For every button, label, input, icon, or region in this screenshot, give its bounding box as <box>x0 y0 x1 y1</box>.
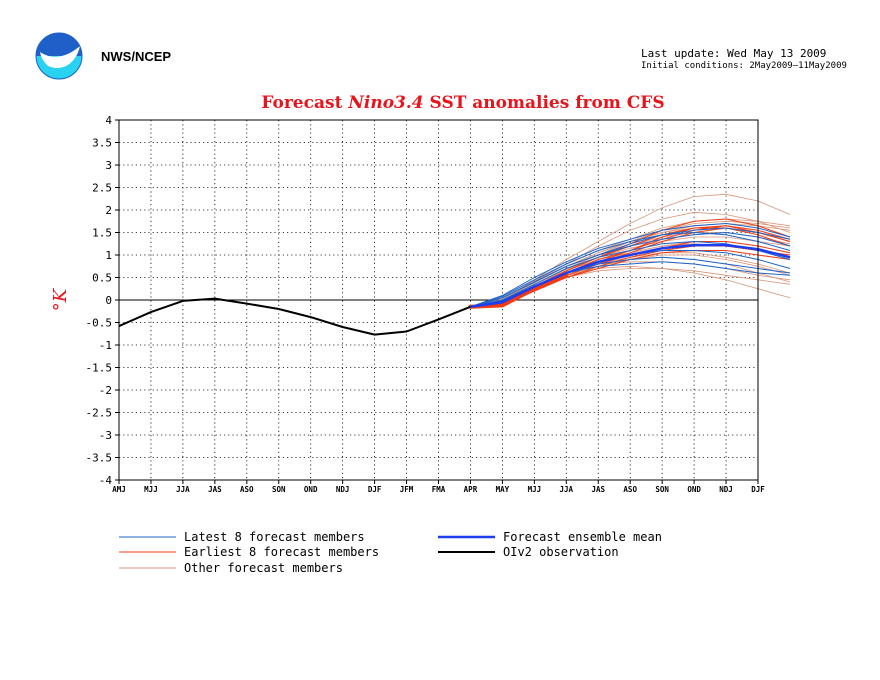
x-tick-label: APR <box>464 485 478 494</box>
initial-conditions-label: Initial conditions: 2May2009–11May2009 <box>641 61 847 71</box>
x-tick-label: FMA <box>432 485 446 494</box>
chart-title: Forecast Nino3.4 SST anomalies from CFS <box>261 93 664 113</box>
x-tick-label: DJF <box>368 485 382 494</box>
x-tick-label: OND <box>304 485 318 494</box>
y-tick-label: -1 <box>99 339 112 352</box>
x-tick-label: JFM <box>400 485 414 494</box>
y-tick-label: 0.5 <box>92 272 112 285</box>
y-tick-label: -0.5 <box>86 317 113 330</box>
x-tick-label: MAY <box>496 485 510 494</box>
y-tick-label: 1 <box>105 249 112 262</box>
x-tick-label: JAS <box>591 485 605 494</box>
last-update-label: Last update: Wed May 13 2009 <box>641 47 826 60</box>
legend-label-observation: OIv2 observation <box>503 545 619 559</box>
x-tick-label: NDJ <box>336 485 350 494</box>
noaa-logo-icon <box>35 32 83 80</box>
ensemble-mean-line <box>470 243 791 309</box>
org-label: NWS/NCEP <box>101 49 171 64</box>
x-tick-label: SON <box>272 485 286 494</box>
x-tick-label: AMJ <box>112 485 126 494</box>
legend: Latest 8 forecast members Earliest 8 for… <box>119 530 662 575</box>
y-tick-label: -4 <box>99 474 113 487</box>
y-tick-label: 3.5 <box>92 137 112 150</box>
y-tick-label: -2 <box>99 384 112 397</box>
observation-line <box>118 297 471 336</box>
y-tick-label: 3 <box>105 159 112 172</box>
x-tick-label: JJA <box>560 485 574 494</box>
x-tick-label: MJJ <box>528 485 542 494</box>
legend-label-other: Other forecast members <box>184 561 343 575</box>
y-tick-label: -1.5 <box>86 362 113 375</box>
legend-label-earliest: Earliest 8 forecast members <box>184 545 379 559</box>
x-axis: AMJ MJJ JJA JAS ASO SON OND NDJ DJF JFM FMA APR MAY M… <box>112 480 765 494</box>
earliest-member-bundle <box>468 273 569 309</box>
y-tick-label: 1.5 <box>92 227 112 240</box>
y-tick-label: -3.5 <box>86 452 113 465</box>
legend-label-latest: Latest 8 forecast members <box>184 530 365 544</box>
legend-label-mean: Forecast ensemble mean <box>503 530 662 544</box>
x-tick-label: ASO <box>623 485 637 494</box>
plot-frame <box>118 119 759 481</box>
latest-member-line <box>470 227 791 308</box>
ensemble-mean-series <box>470 243 791 309</box>
x-tick-label: JJA <box>176 485 190 494</box>
x-tick-label: DJF <box>751 485 765 494</box>
y-tick-label: 2.5 <box>92 182 112 195</box>
chart-title-part-3: SST anomalies from CFS <box>424 93 665 113</box>
y-tick-label: 0 <box>105 294 112 307</box>
observation-series <box>118 297 471 336</box>
x-tick-label: OND <box>687 485 701 494</box>
chart-title-part-1: Forecast <box>261 93 348 113</box>
y-axis: 4 3.5 3 2.5 2 1.5 1 0.5 0 -0.5 -1 -1.5 -2 -2.5 -3 -3.5 -… <box>86 114 119 487</box>
y-tick-label: 2 <box>105 204 112 217</box>
latest-member-line <box>470 223 791 308</box>
y-tick-label: -2.5 <box>86 407 113 420</box>
y-axis-label: °K <box>50 287 71 311</box>
chart-title-part-2: Nino3.4 <box>347 93 423 113</box>
x-tick-label: ASO <box>240 485 254 494</box>
x-tick-label: MJJ <box>144 485 158 494</box>
latest-member-line <box>470 232 791 308</box>
grid <box>119 120 758 480</box>
y-tick-label: -3 <box>99 429 112 442</box>
x-tick-label: JAS <box>208 485 222 494</box>
x-tick-label: SON <box>655 485 669 494</box>
x-tick-label: NDJ <box>719 485 733 494</box>
y-tick-label: 4 <box>105 114 112 127</box>
